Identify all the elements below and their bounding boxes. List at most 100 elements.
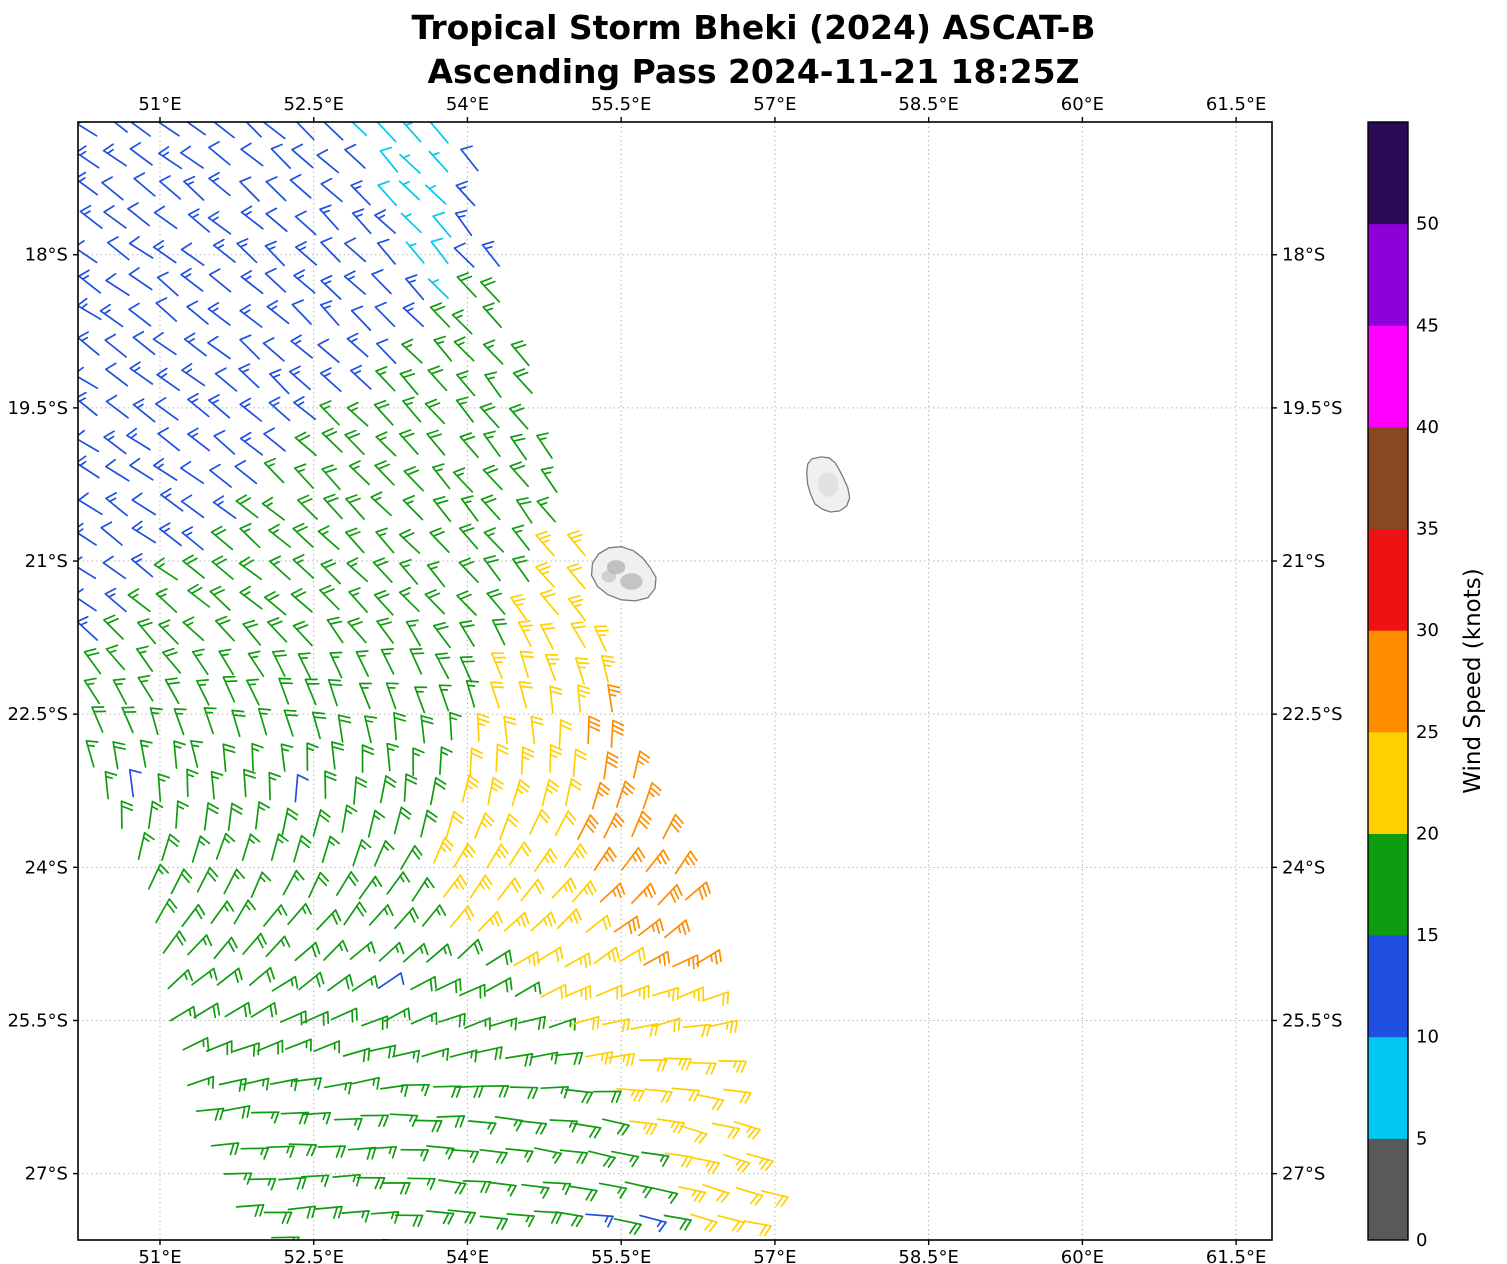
wind-barb	[425, 1210, 455, 1225]
wind-barb	[104, 587, 127, 613]
wind-barb	[239, 431, 264, 456]
wind-barb	[238, 363, 260, 389]
wind-barb	[461, 774, 480, 803]
wind-barb	[382, 1238, 401, 1240]
wind-barb	[268, 771, 281, 801]
wind-barb	[456, 272, 477, 298]
wind-barb	[421, 1047, 450, 1061]
wind-barb	[438, 1179, 467, 1195]
wind-barb	[358, 1244, 385, 1256]
wind-barb	[263, 1211, 293, 1224]
wind-barb	[50, 366, 73, 387]
wind-barb	[179, 460, 205, 485]
wind-barb	[187, 934, 213, 956]
wind-barb	[352, 839, 372, 867]
wind-barb	[503, 715, 517, 745]
wind-barb	[52, 269, 75, 290]
wind-barb	[100, 521, 123, 546]
wind-barb	[439, 746, 453, 775]
wind-barb	[508, 403, 529, 430]
wind-barb	[603, 812, 625, 839]
wind-barb	[181, 526, 204, 551]
wind-barb	[327, 678, 343, 707]
wind-barb	[295, 122, 315, 141]
wind-barb	[265, 207, 288, 233]
wind-barb	[598, 1182, 628, 1199]
wind-barb	[317, 525, 340, 550]
wind-barb	[208, 141, 231, 166]
wind-barb	[346, 332, 369, 358]
wind-barb	[405, 241, 425, 264]
wind-barb	[264, 240, 285, 267]
wind-barb	[126, 427, 151, 451]
colorbar-tick-label: 40	[1416, 417, 1439, 438]
wind-barb	[345, 494, 365, 520]
wind-barb	[321, 427, 343, 453]
wind-barb	[455, 180, 476, 207]
wind-barb	[453, 336, 475, 362]
wind-barb	[400, 212, 422, 234]
wind-barb	[186, 768, 199, 798]
wind-barb	[240, 1147, 270, 1160]
wind-barb	[187, 583, 211, 608]
colorbar-tick-label: 25	[1416, 722, 1439, 743]
wind-barb	[293, 1077, 322, 1091]
wind-barb	[426, 561, 446, 588]
wind-barb	[332, 1173, 361, 1187]
wind-barb	[434, 978, 462, 994]
wind-barb	[78, 297, 102, 321]
wind-barb	[535, 530, 555, 557]
wind-barb	[631, 810, 652, 838]
wind-barb	[393, 711, 407, 741]
wind-barb	[239, 397, 263, 422]
wind-barb	[355, 650, 370, 677]
wind-barb	[555, 1211, 584, 1228]
wind-barb	[394, 907, 419, 930]
wind-barb	[294, 210, 317, 236]
wind-barb	[346, 401, 369, 427]
wind-barb	[132, 398, 156, 423]
wind-barb	[358, 682, 373, 710]
wind-barb	[191, 967, 218, 986]
wind-barb	[600, 654, 616, 683]
wind-barb	[556, 908, 582, 930]
wind-barb	[353, 776, 368, 805]
wind-barb	[413, 1119, 443, 1133]
wind-barb	[449, 1049, 478, 1063]
wind-barb	[129, 361, 154, 385]
wind-barb	[103, 205, 127, 229]
wind-barb	[281, 807, 299, 836]
wind-barb	[282, 869, 305, 896]
wind-barb	[158, 522, 182, 547]
wind-barb	[389, 1113, 419, 1127]
wind-barb	[205, 1040, 233, 1056]
wind-barb	[129, 141, 153, 166]
y-tick-label-right: 22.5°S	[1282, 704, 1343, 725]
colorbar-tick-label: 15	[1416, 925, 1439, 946]
wind-barb	[180, 242, 205, 266]
wind-barb	[718, 1060, 747, 1073]
wind-barb	[452, 467, 474, 493]
wind-barb	[459, 656, 475, 683]
wind-barb	[78, 556, 97, 580]
wind-barb	[102, 555, 127, 580]
wind-barb	[566, 563, 586, 590]
wind-barb	[460, 145, 479, 172]
wind-barb	[445, 810, 464, 839]
wind-barb	[671, 1087, 701, 1102]
wind-barb	[210, 770, 224, 800]
wind-barb	[343, 270, 366, 295]
wind-barb	[405, 619, 421, 647]
wind-barb	[317, 338, 340, 364]
wind-barb	[266, 617, 288, 643]
wind-barb	[482, 339, 504, 365]
x-tick-label-top: 55.5°E	[591, 94, 651, 115]
wind-barb	[509, 594, 528, 621]
wind-barb	[505, 1147, 534, 1163]
wind-barb	[499, 813, 519, 841]
wind-barb	[302, 1111, 332, 1125]
wind-barb	[549, 744, 563, 773]
wind-barb	[321, 464, 341, 491]
wind-barb	[674, 850, 698, 875]
wind-barb	[469, 747, 483, 777]
